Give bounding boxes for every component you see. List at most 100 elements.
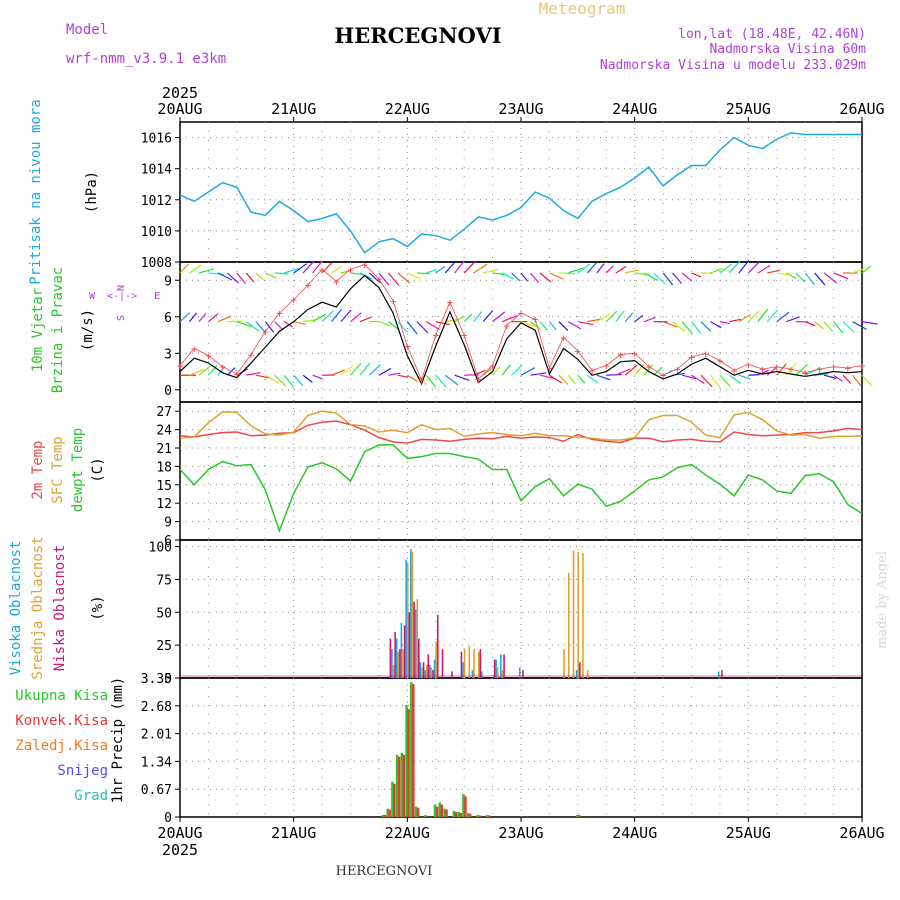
temperature-ytick-label: 15: [156, 479, 172, 494]
cloud-bar-srednja: [402, 649, 404, 678]
wind-barb: [255, 321, 267, 334]
gust-marker: +: [759, 363, 766, 376]
wind-title: 10m Vjetar: [30, 288, 46, 372]
precip-bar-total: [457, 812, 460, 817]
wind-barb: [719, 263, 733, 274]
cloud-bar-visoka: [500, 654, 502, 678]
wind-barb: [605, 310, 618, 323]
cloud-bar-niska: [408, 612, 411, 678]
wind-barb: [738, 260, 750, 274]
precip-bar-conv: [416, 807, 420, 817]
wind-barb: [274, 374, 287, 387]
cloud-bar-visoka: [481, 671, 483, 678]
cloud-bar-srednja: [477, 651, 480, 678]
wind-barb: [340, 365, 354, 376]
wind-barb: [179, 263, 189, 274]
gust-marker: +: [688, 351, 695, 364]
wind-barb: [662, 272, 674, 286]
wind-barb: [672, 272, 683, 285]
cloud-bar-srednja: [577, 551, 580, 678]
wind-barb: [492, 366, 501, 376]
wind-barb: [331, 369, 345, 376]
cloud-bar-niska: [432, 670, 434, 678]
cloud-bar-visoka: [519, 667, 521, 678]
wind-barb: [861, 321, 878, 325]
precip-bar-total: [443, 808, 446, 817]
wind-barb: [274, 272, 289, 275]
wind-barb: [814, 272, 826, 286]
bottom-day-label: 25AUG: [726, 824, 771, 842]
compass-n: N: [116, 285, 127, 291]
wind-barb: [710, 267, 724, 274]
wind-barb: [767, 269, 780, 274]
bottom-day-label: 22AUG: [385, 824, 430, 842]
wind-barb: [738, 374, 751, 380]
wind-barb: [293, 321, 306, 325]
wind-barb: [501, 272, 515, 280]
wind-barb: [596, 313, 611, 323]
clouds-ytick-label: 0: [164, 672, 172, 687]
wind-barb: [435, 374, 447, 388]
wind-barb: [302, 260, 315, 274]
clouds-ytick-label: 100: [149, 541, 172, 556]
precip-bar-total: [381, 814, 385, 817]
precip-legend-item: Grad: [74, 788, 108, 804]
temperature-ytick-label: 6: [164, 534, 172, 549]
wind-ytick-label: 0: [164, 384, 172, 399]
wind-barb: [700, 374, 713, 388]
temperature-ytick-label: 24: [156, 424, 172, 439]
wind-barb: [624, 364, 638, 376]
precip-title: 1hr Precip (mm): [110, 677, 126, 803]
wind-barb: [407, 272, 421, 280]
cloud-bar-niska: [460, 651, 463, 678]
wind-series-line: [179, 274, 863, 386]
precip-bar-total: [476, 814, 479, 817]
wind-barb: [662, 321, 678, 328]
bottom-year-label: 2025: [162, 841, 198, 859]
wind-barb: [852, 267, 866, 274]
precip-bar-conv: [412, 684, 415, 817]
precip-bar-total: [405, 704, 408, 817]
gust-marker: +: [234, 368, 241, 381]
bottom-day-label: 20AUG: [157, 824, 202, 842]
cloud-bar-visoka: [462, 662, 464, 678]
top-day-label: 22AUG: [385, 100, 430, 118]
credit-label: made by Angel: [875, 551, 890, 649]
cloud-bar-niska: [422, 662, 425, 678]
wind-barb: [776, 363, 787, 376]
wind-barb: [189, 369, 205, 376]
wind-ytick-label: 3: [164, 347, 172, 362]
temperature-ytick-label: 21: [156, 442, 172, 457]
wind-barb: [217, 272, 233, 281]
wind-barb: [208, 313, 219, 323]
wind-barb: [567, 374, 576, 385]
cloud-bar-srednja: [473, 649, 475, 678]
wind-barb: [530, 321, 542, 331]
wind-barb: [605, 265, 614, 274]
wind-barb: [719, 321, 731, 325]
cloud-bar-srednja: [582, 553, 584, 678]
wind-barb: [530, 272, 540, 283]
wind-barb: [539, 272, 552, 283]
wind-barb: [710, 321, 722, 329]
wind-barb: [426, 269, 437, 274]
wind-barb: [634, 363, 645, 376]
cloud-bar-srednja: [563, 649, 565, 678]
wind-barb: [425, 321, 440, 331]
wind-barb: [331, 265, 343, 274]
wind-barb: [198, 313, 207, 323]
wind-barb: [643, 272, 659, 282]
precip-bar-conv: [407, 709, 410, 817]
gust-marker: +: [248, 349, 255, 362]
footer-station: HERCEGNOVI: [336, 864, 433, 879]
gust-marker: +: [333, 275, 340, 288]
wind-barb: [747, 310, 760, 323]
wind-barb: [397, 272, 411, 284]
wind-barb: [757, 369, 769, 376]
wind-barb: [378, 272, 390, 286]
wind-barb: [653, 272, 666, 285]
wind-barb: [189, 312, 198, 323]
wind-barb: [340, 269, 352, 274]
temperature-ytick-label: 12: [156, 497, 172, 512]
